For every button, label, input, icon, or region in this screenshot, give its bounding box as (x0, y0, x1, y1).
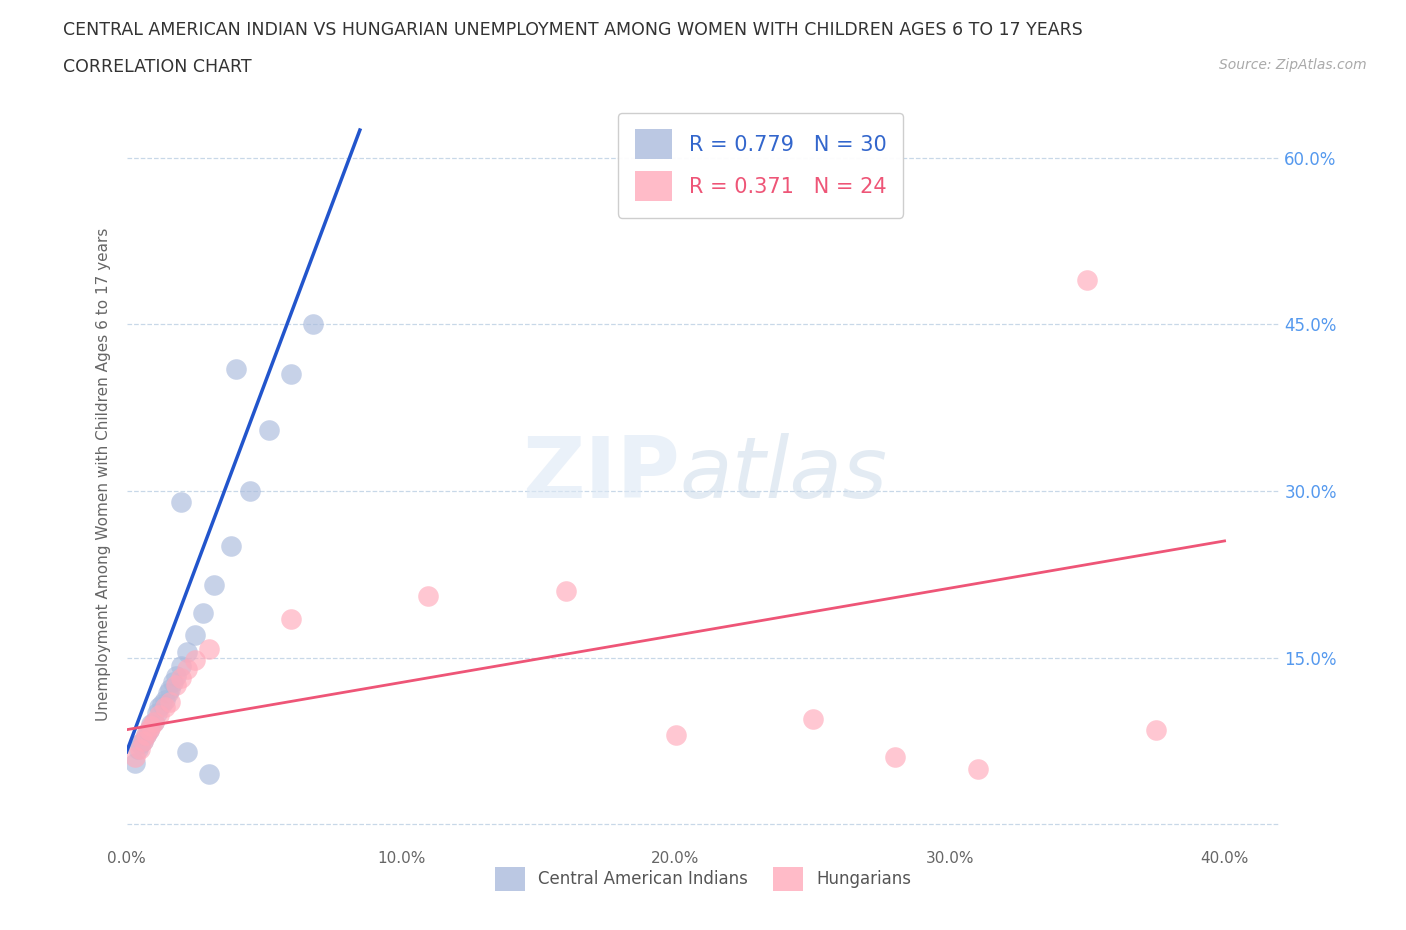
Point (176, 644, 198, 659)
Point (153, 692, 176, 707)
Point (225, 362, 247, 377)
Point (156, 685, 179, 700)
Point (162, 674, 184, 689)
Point (184, 652, 207, 667)
Point (148, 708, 170, 723)
Y-axis label: Unemployment Among Women with Children Ages 6 to 17 years: Unemployment Among Women with Children A… (96, 228, 111, 721)
Point (132, 734, 155, 749)
Point (884, 750, 907, 764)
Point (145, 706, 167, 721)
Point (1144, 723, 1167, 737)
Point (124, 755, 146, 770)
Point (138, 723, 160, 737)
Text: ZIP: ZIP (522, 432, 681, 516)
Point (159, 695, 181, 710)
Point (418, 589, 440, 604)
Point (150, 697, 173, 711)
Point (966, 761, 988, 776)
Legend: Central American Indians, Hungarians: Central American Indians, Hungarians (488, 860, 918, 897)
Point (135, 728, 157, 743)
Text: atlas: atlas (681, 432, 889, 516)
Point (184, 628, 207, 643)
Point (664, 728, 686, 743)
Point (138, 723, 160, 737)
Point (124, 750, 146, 764)
Point (259, 422, 281, 437)
Point (143, 714, 166, 729)
Point (202, 578, 225, 592)
Text: Source: ZipAtlas.com: Source: ZipAtlas.com (1219, 58, 1367, 72)
Point (170, 659, 193, 674)
Point (165, 678, 187, 693)
Point (148, 700, 170, 715)
Point (176, 661, 198, 676)
Point (135, 728, 157, 743)
Point (159, 681, 181, 696)
Point (302, 317, 325, 332)
Point (141, 717, 163, 732)
Point (143, 714, 166, 729)
Point (193, 605, 215, 620)
Point (129, 741, 152, 756)
Point (280, 611, 302, 626)
Point (280, 367, 302, 382)
Point (554, 583, 576, 598)
Point (129, 737, 152, 751)
Point (1076, 272, 1098, 287)
Point (219, 539, 242, 554)
Text: CORRELATION CHART: CORRELATION CHART (63, 58, 252, 75)
Point (170, 495, 193, 510)
Point (141, 719, 163, 734)
Point (165, 669, 187, 684)
Point (239, 484, 262, 498)
Point (170, 671, 193, 685)
Point (153, 700, 176, 715)
Point (801, 711, 824, 726)
Point (127, 741, 149, 756)
Point (176, 745, 198, 760)
Point (132, 734, 155, 749)
Text: CENTRAL AMERICAN INDIAN VS HUNGARIAN UNEMPLOYMENT AMONG WOMEN WITH CHILDREN AGES: CENTRAL AMERICAN INDIAN VS HUNGARIAN UNE… (63, 21, 1083, 39)
Point (198, 641, 221, 656)
Point (198, 766, 221, 781)
